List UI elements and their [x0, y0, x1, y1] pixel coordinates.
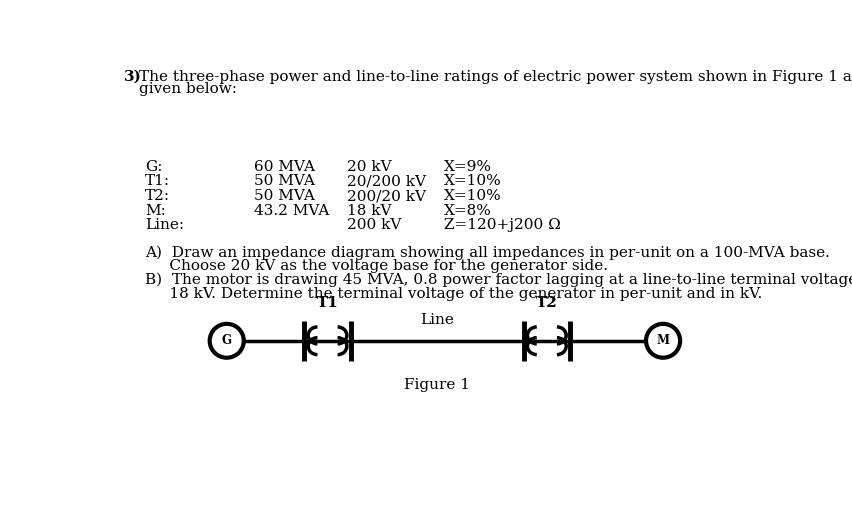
Text: 3): 3) [124, 70, 141, 84]
Text: 20 kV: 20 kV [347, 160, 391, 174]
Text: 43.2 MVA: 43.2 MVA [254, 204, 329, 218]
Text: 18 kV. Determine the terminal voltage of the generator in per-unit and in kV.: 18 kV. Determine the terminal voltage of… [145, 287, 762, 301]
Text: The three-phase power and line-to-line ratings of electric power system shown in: The three-phase power and line-to-line r… [139, 70, 852, 84]
Text: X=10%: X=10% [443, 174, 501, 189]
Text: 60 MVA: 60 MVA [254, 160, 314, 174]
Text: given below:: given below: [139, 82, 237, 96]
Text: 18 kV: 18 kV [347, 204, 391, 218]
Text: T2:: T2: [145, 189, 170, 203]
Text: T1:: T1: [145, 174, 170, 189]
Text: X=9%: X=9% [443, 160, 491, 174]
Text: 20/200 kV: 20/200 kV [347, 174, 425, 189]
Text: Z=120+j200 Ω: Z=120+j200 Ω [443, 218, 560, 232]
Text: 50 MVA: 50 MVA [254, 189, 314, 203]
Text: T2: T2 [535, 296, 557, 310]
Text: Line:: Line: [145, 218, 184, 232]
Text: Line: Line [420, 313, 453, 327]
Text: X=10%: X=10% [443, 189, 501, 203]
Text: M: M [656, 334, 669, 347]
Text: G: G [222, 334, 232, 347]
Text: 50 MVA: 50 MVA [254, 174, 314, 189]
Text: A)  Draw an impedance diagram showing all impedances in per-unit on a 100-MVA ba: A) Draw an impedance diagram showing all… [145, 245, 829, 260]
Text: T1: T1 [316, 296, 338, 310]
Text: B)  The motor is drawing 45 MVA, 0.8 power factor lagging at a line-to-line term: B) The motor is drawing 45 MVA, 0.8 powe… [145, 273, 852, 287]
Text: M:: M: [145, 204, 166, 218]
Text: G:: G: [145, 160, 163, 174]
Text: 200 kV: 200 kV [347, 218, 400, 232]
Text: Choose 20 kV as the voltage base for the generator side.: Choose 20 kV as the voltage base for the… [145, 259, 607, 273]
Text: 200/20 kV: 200/20 kV [347, 189, 425, 203]
Text: Figure 1: Figure 1 [403, 378, 469, 392]
Text: X=8%: X=8% [443, 204, 491, 218]
